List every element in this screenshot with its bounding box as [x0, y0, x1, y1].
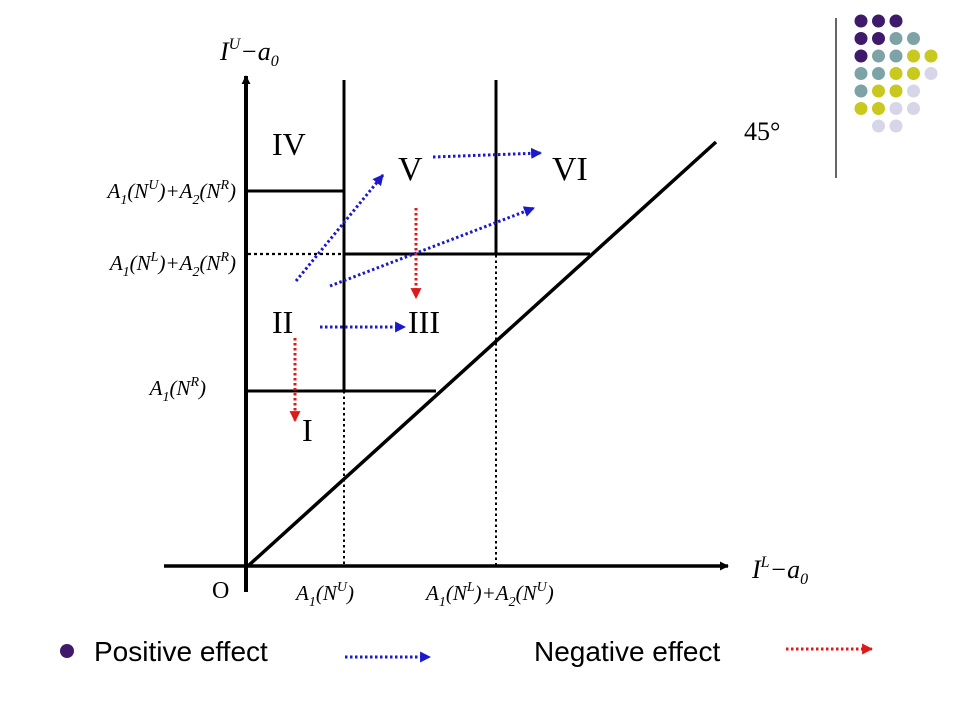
- tick-label-part: L: [150, 250, 159, 265]
- decorative-dot: [872, 49, 885, 63]
- y-axis-label: IU−a0: [219, 36, 279, 70]
- decorative-dot: [854, 84, 868, 98]
- y-tick-label-upper: A1(NU)+A2(NR): [105, 178, 236, 208]
- tick-label-part: L: [466, 580, 475, 595]
- tick-label-part: ): [546, 581, 554, 605]
- tick-label-part: 1: [120, 193, 127, 208]
- region-label-iii: III: [408, 304, 440, 340]
- tick-label-part: ): [346, 581, 354, 605]
- region-label-v: V: [398, 151, 423, 188]
- decorative-dot-grid: [854, 14, 938, 133]
- tick-label-part: 2: [192, 193, 199, 208]
- tick-label-part: ): [228, 251, 236, 275]
- tick-label-part: (N: [169, 376, 191, 400]
- x-axis-label: IL−a0: [751, 554, 808, 588]
- origin-label: O: [212, 578, 229, 604]
- decorative-dot: [889, 32, 903, 45]
- tick-label-part: U: [148, 178, 159, 193]
- tick-label-part: (N: [130, 251, 152, 275]
- decorative-dot: [924, 67, 938, 80]
- tick-label-part: (N: [199, 251, 221, 275]
- decorative-dot: [872, 14, 885, 28]
- decorative-dot: [889, 119, 903, 133]
- decorative-dot: [907, 49, 920, 63]
- decorative-dot: [854, 102, 868, 115]
- tick-label-part: 1: [162, 390, 169, 405]
- decorative-dot: [889, 84, 903, 98]
- tick-label-part: R: [219, 178, 229, 193]
- tick-label-part: 1: [439, 595, 446, 610]
- tick-label-part: )+A: [157, 251, 192, 275]
- decorative-dot: [854, 32, 868, 45]
- y-tick-label-middle: A1(NL)+A2(NR): [108, 250, 236, 280]
- tick-label-part: R: [219, 250, 229, 265]
- decorative-dot: [924, 49, 938, 63]
- tick-label-part: ): [198, 376, 206, 400]
- decorative-dot: [907, 102, 920, 115]
- decorative-dot: [907, 67, 920, 80]
- x-tick-label-right: A1(NL)+A2(NU): [424, 580, 554, 610]
- decorative-dot: [872, 84, 885, 98]
- decorative-dot: [872, 67, 885, 80]
- tick-label-part: A: [424, 581, 439, 605]
- forty-five-degree-line: [246, 140, 718, 568]
- decorative-dot: [889, 14, 903, 28]
- decorative-dot: [854, 49, 868, 63]
- decorative-dot: [907, 32, 920, 45]
- tick-label-part: (N: [516, 581, 538, 605]
- tick-label-part: U: [537, 580, 548, 595]
- tick-label-part: )+A: [474, 581, 509, 605]
- decorative-dot: [889, 49, 903, 63]
- tick-label-part: ): [228, 179, 236, 203]
- tick-label-part: 1: [123, 265, 130, 280]
- angle-label: 45°: [744, 117, 780, 146]
- positive-arrow-ii-to-vi: [329, 206, 536, 288]
- positive-arrow-v-to-vi: [432, 147, 543, 159]
- tick-label-part: (N: [199, 179, 221, 203]
- tick-label-part: )+A: [157, 179, 192, 203]
- tick-label-part: R: [189, 375, 199, 390]
- tick-labels: A1(NU)+A2(NR)A1(NL)+A2(NR)A1(NR)A1(NU) A1…: [105, 178, 553, 610]
- tick-label-part: A: [294, 581, 309, 605]
- legend-bullet: [60, 644, 74, 658]
- region-label-vi: VI: [552, 151, 588, 188]
- decorative-dot: [854, 14, 868, 28]
- tick-label-part: (N: [316, 581, 338, 605]
- region-label-iv: IV: [272, 126, 306, 162]
- tick-label-part: A: [148, 376, 163, 400]
- tick-label-part: U: [337, 580, 348, 595]
- y-tick-label-lower: A1(NR): [148, 375, 206, 405]
- decorative-dot: [872, 119, 885, 133]
- tick-label-part: A: [108, 251, 123, 275]
- decorative-dot: [872, 102, 885, 115]
- legend-positive-label: Positive effect: [94, 636, 268, 667]
- tick-label-part: 2: [509, 595, 516, 610]
- tick-label-part: 2: [192, 265, 199, 280]
- decorative-dot: [907, 84, 920, 98]
- decorative-dot: [889, 102, 903, 115]
- tick-label-part: (N: [127, 179, 149, 203]
- decorative-dot: [854, 67, 868, 80]
- tick-label-part: 1: [309, 595, 316, 610]
- decorative-dot: [889, 67, 903, 80]
- region-label-ii: II: [272, 304, 293, 340]
- legend-negative-label: Negative effect: [534, 636, 720, 667]
- decorative-dot: [872, 32, 885, 45]
- tick-label-part: (N: [446, 581, 468, 605]
- x-tick-label-left: A1(NU): [294, 580, 354, 610]
- tick-label-part: A: [105, 179, 120, 203]
- region-label-i: I: [302, 412, 313, 448]
